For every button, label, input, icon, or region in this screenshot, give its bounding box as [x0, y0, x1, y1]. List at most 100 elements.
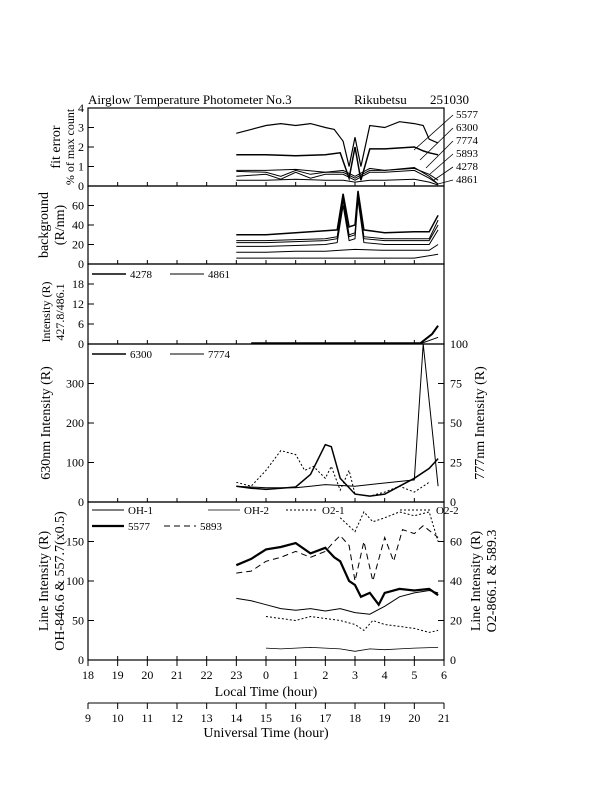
series-fit-4278 — [236, 169, 439, 185]
legend-label-O2-2: O2-2 — [436, 505, 459, 517]
legend-label-5893: 5893 — [200, 521, 223, 533]
series-background-bg5 — [236, 244, 439, 253]
universal-xtick-label: 14 — [230, 711, 242, 725]
leader-line-4861 — [437, 179, 454, 185]
background-ytick-label: 60 — [72, 199, 84, 213]
series-background-bg1 — [236, 190, 439, 236]
local-xtick-label: 1 — [293, 668, 299, 682]
series-fit-5577 — [236, 121, 439, 167]
series-fit-5893 — [236, 166, 439, 185]
local-xtick-label: 0 — [263, 668, 269, 682]
series-fit-6300 — [236, 146, 439, 182]
series-red-6300 — [236, 443, 439, 497]
red-ytick-right-label: 0 — [450, 495, 456, 509]
blue-ytick-label: 0 — [78, 337, 84, 351]
line-ylabel-1: Line Intensity (R) — [37, 531, 52, 632]
red-ylabel-right: 777nm Intensity (R) — [473, 366, 488, 480]
blue-ytick-label: 6 — [78, 317, 84, 331]
fit-label-6300: 6300 — [456, 122, 479, 134]
panel-line-legend: OH-1 OH-2 O2-1 O2-2 5577 5893 — [92, 505, 459, 533]
x-axis-local: 18 19 20 21 22 23 0 1 2 3 4 5 6 — [82, 660, 447, 682]
universal-xtick-label: 17 — [319, 711, 331, 725]
red-ytick-right-label: 50 — [450, 416, 462, 430]
red-ytick-label: 200 — [66, 416, 84, 430]
panel-red-series — [87, 343, 445, 502]
line-ytick-label: 100 — [66, 574, 84, 588]
universal-xtick-label: 9 — [85, 711, 91, 725]
red-ytick-right-label: 100 — [450, 337, 468, 351]
series-line-5893 — [236, 525, 439, 582]
universal-xtick-label: 16 — [290, 711, 302, 725]
leader-line-7774 — [425, 140, 454, 169]
local-xtick-label: 22 — [201, 668, 213, 682]
x-axis-universal-label: Universal Time (hour) — [203, 726, 329, 741]
line-ytick-right-label: 20 — [450, 614, 462, 628]
universal-xtick-label: 19 — [379, 711, 391, 725]
line-ytick-right-label: 40 — [450, 574, 462, 588]
fit-ylabel-1: fit error — [49, 125, 64, 168]
panel-blue: 0 6 12 18 4278 4861 Intensity (R) 427.8/486.… — [39, 263, 445, 351]
series-background-bg4 — [236, 199, 439, 247]
background-ylabel-1: background — [37, 192, 52, 258]
red-ytick-right-label: 75 — [450, 377, 462, 391]
line-ytick-label: 150 — [66, 535, 84, 549]
fit-label-4278: 4278 — [456, 161, 479, 173]
blue-ytick-label: 18 — [72, 277, 84, 291]
red-ytick-label: 300 — [66, 377, 84, 391]
local-xtick-label: 4 — [382, 668, 388, 682]
series-background-bg2 — [236, 195, 439, 242]
panel-fit-yticks: 0 1 2 3 4 — [78, 101, 94, 193]
chart-title: Airglow Temperature Photometer No.3 — [88, 92, 292, 107]
universal-xtick-label: 10 — [112, 711, 124, 725]
panel-fit-series — [87, 121, 445, 186]
series-blue-4278 — [251, 325, 439, 345]
series-fit-4861 — [236, 178, 439, 186]
legend-label-O2-1: O2-1 — [322, 505, 345, 517]
station-name: Rikubetsu — [354, 92, 407, 107]
legend-label-7774: 7774 — [208, 349, 231, 361]
local-xtick-label: 3 — [352, 668, 358, 682]
panel-red-yticks-right: 0 25 50 75 100 — [438, 337, 468, 509]
panel-blue-series — [87, 325, 445, 345]
blue-ylabel-1: Intensity (R) — [39, 282, 53, 343]
series-line-O2-1 — [265, 615, 439, 633]
fit-label-5893: 5893 — [456, 148, 479, 160]
legend-label-4861: 4861 — [208, 269, 230, 281]
local-xtick-label: 6 — [441, 668, 447, 682]
universal-xtick-label: 12 — [171, 711, 183, 725]
background-ytick-label: 40 — [72, 218, 84, 232]
fit-ytick-label: 4 — [78, 101, 84, 115]
legend-label-OH-1: OH-1 — [128, 505, 153, 517]
blue-ytick-label: 12 — [72, 297, 84, 311]
universal-xtick-label: 13 — [201, 711, 213, 725]
background-ytick-label: 20 — [72, 238, 84, 252]
series-line-OH-1 — [236, 589, 439, 615]
universal-xtick-label: 20 — [408, 711, 420, 725]
local-xtick-label: 18 — [82, 668, 94, 682]
fit-label-5577: 5577 — [456, 109, 479, 121]
red-ytick-label: 100 — [66, 456, 84, 470]
series-background-bg3 — [236, 197, 439, 244]
local-xtick-label: 21 — [171, 668, 183, 682]
line-ylabel-2: OH-846.6 & 557.7(x0.5) — [53, 511, 68, 651]
date-code: 251030 — [430, 92, 469, 107]
series-line-OH-2 — [265, 646, 439, 652]
leader-line-5577 — [413, 114, 454, 151]
fit-ytick-label: 3 — [78, 121, 84, 135]
series-background-bg6 — [236, 253, 439, 259]
local-xtick-label: 20 — [141, 668, 153, 682]
legend-label-4278: 4278 — [130, 269, 153, 281]
line-ylabel-right-1: Line Intensity (R) — [469, 531, 484, 632]
fit-label-4861: 4861 — [456, 174, 478, 186]
panel-background-series — [87, 190, 445, 264]
panel-red: 0 100 200 300 0 25 50 75 100 6300 7774 630nm Int… — [39, 337, 488, 509]
panel-background-yticks: 0 20 40 60 — [72, 199, 94, 271]
leader-line-4278 — [433, 166, 454, 181]
series-red-7774 — [236, 343, 439, 489]
series-red-dotted — [236, 450, 430, 497]
line-ytick-label: 0 — [78, 653, 84, 667]
fit-ylabel-2: % of max count — [63, 108, 77, 185]
panel-line: 0 50 100 150 0 20 40 60 OH-1 OH-2 O2-1 O2-2 5577 58… — [37, 501, 500, 667]
